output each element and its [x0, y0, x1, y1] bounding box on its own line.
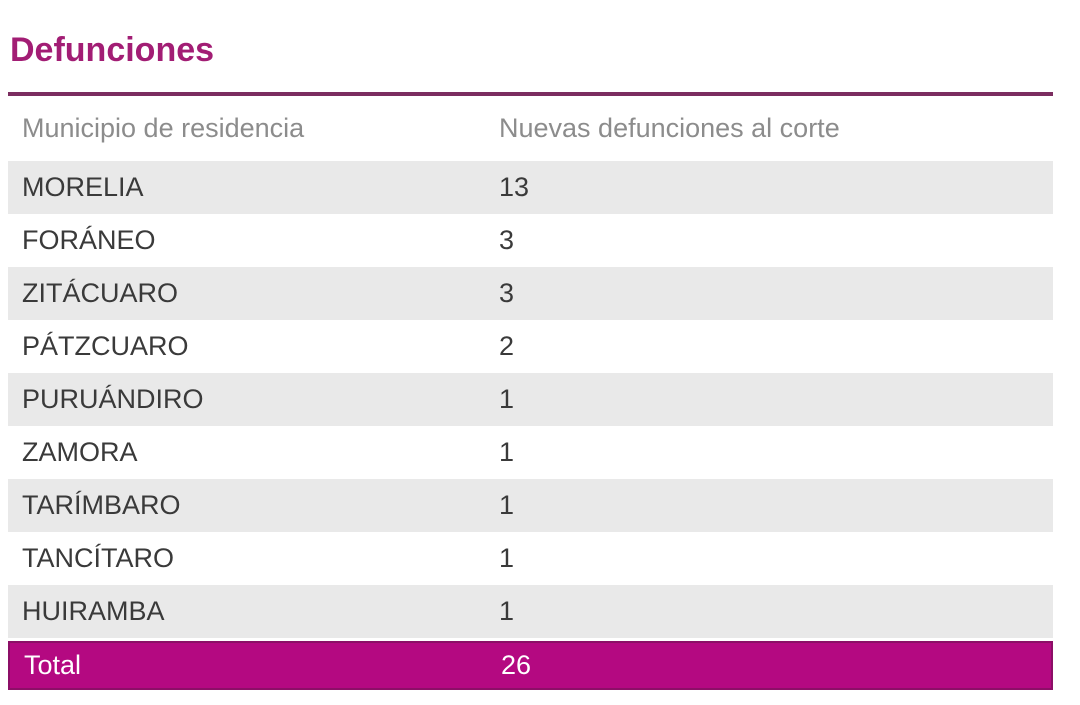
table-row[interactable]: PURUÁNDIRO 1	[8, 373, 1053, 426]
total-value-cell: 26	[501, 650, 532, 680]
municipio-cell: PURUÁNDIRO	[22, 384, 204, 414]
value-cell: 1	[499, 543, 515, 573]
municipio-cell: MORELIA	[22, 172, 144, 202]
table-row[interactable]: ZITÁCUARO 3	[8, 267, 1053, 320]
column-header-municipio: Municipio de residencia	[22, 113, 305, 143]
municipio-cell: FORÁNEO	[22, 225, 156, 255]
table-row[interactable]: HUIRAMBA 1	[8, 585, 1053, 638]
value-cell: 1	[499, 384, 515, 414]
table-row[interactable]: MORELIA 13	[8, 161, 1053, 214]
value-cell: 1	[499, 596, 515, 626]
municipio-cell: ZITÁCUARO	[22, 278, 179, 308]
municipio-cell: ZAMORA	[22, 437, 138, 467]
value-cell: 3	[499, 278, 515, 308]
table-row[interactable]: TARÍMBARO 1	[8, 479, 1053, 532]
column-header-defunciones: Nuevas defunciones al corte	[499, 113, 840, 143]
value-cell: 1	[499, 490, 515, 520]
table-row[interactable]: TANCÍTARO 1	[8, 532, 1053, 585]
value-cell: 2	[499, 331, 515, 361]
total-label-cell: Total	[24, 650, 82, 680]
table-row[interactable]: PÁTZCUARO 2	[8, 320, 1053, 373]
page-title: Defunciones	[10, 31, 215, 69]
municipio-cell: PÁTZCUARO	[22, 331, 189, 361]
value-cell: 13	[499, 172, 530, 202]
table-row[interactable]: ZAMORA 1	[8, 426, 1053, 479]
title-divider	[8, 92, 1053, 96]
value-cell: 1	[499, 437, 515, 467]
municipio-cell: TARÍMBARO	[22, 490, 181, 520]
table-body: MORELIA 13 FORÁNEO 3 ZITÁCUARO 3 PÁTZCUA…	[8, 161, 1053, 638]
municipio-cell: HUIRAMBA	[22, 596, 165, 626]
municipio-cell: TANCÍTARO	[22, 543, 174, 573]
table-total-row[interactable]: Total 26	[8, 641, 1053, 690]
defunciones-table-card: Defunciones Municipio de residencia Nuev…	[8, 0, 1053, 690]
table-header-row: Municipio de residencia Nuevas defuncion…	[8, 96, 1053, 161]
value-cell: 3	[499, 225, 515, 255]
table-row[interactable]: FORÁNEO 3	[8, 214, 1053, 267]
